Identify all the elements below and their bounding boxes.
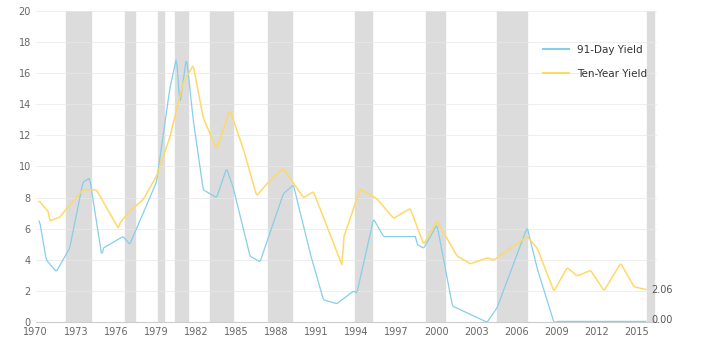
Bar (175, 11, 177, 322)
Bar (178, 11, 188, 322)
Text: 0.00: 0.00 (652, 315, 673, 325)
Bar (356, 11, 372, 322)
Bar (159, 11, 164, 322)
Bar (496, 11, 527, 322)
Legend: 91-Day Yield, Ten-Year Yield: 91-Day Yield, Ten-Year Yield (539, 41, 652, 83)
Text: 2.06: 2.06 (652, 285, 673, 295)
Bar (66, 11, 91, 322)
Bar (211, 11, 233, 322)
Bar (647, 11, 653, 322)
Bar (268, 11, 292, 322)
Bar (125, 11, 135, 322)
Bar (426, 11, 446, 322)
